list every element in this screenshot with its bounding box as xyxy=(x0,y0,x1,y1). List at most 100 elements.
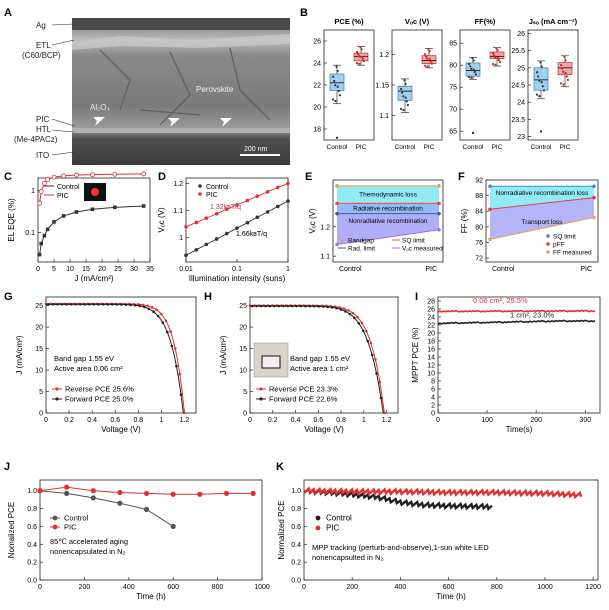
thermal-aging-chart: 0 200 400 600 800 1000 0.0 0.2 0.4 0.6 0.8 1.0 Time … xyxy=(7,479,270,601)
y-tick-label: 1.0 xyxy=(27,488,37,495)
box-data-point xyxy=(542,89,546,92)
data-point xyxy=(170,523,176,530)
y-axis-label: EL EQE (%) xyxy=(7,198,16,242)
mppt-chart: 0 100 200 3000246810121416182022242628Time(… xyxy=(411,296,601,434)
box-data-point xyxy=(467,75,471,78)
y-axis-label: FF (%) xyxy=(460,208,469,233)
data-point xyxy=(286,199,290,203)
legend-label: Reverse PCE 25.6% xyxy=(65,385,134,394)
data-point xyxy=(223,490,230,496)
data-point xyxy=(165,330,169,334)
x-tick-label: 0 xyxy=(302,584,306,591)
data-point xyxy=(335,306,338,310)
note-text: Band gap 1.55 eV xyxy=(54,354,114,363)
box-data-point xyxy=(492,52,495,55)
plot-frame xyxy=(45,296,197,414)
x-tick-label: 100 xyxy=(481,417,493,424)
band-nonradiative-loss xyxy=(490,186,594,210)
x-tick-label: 35 xyxy=(146,266,154,273)
data-point xyxy=(37,252,42,257)
box-data-point xyxy=(360,48,363,51)
series-line xyxy=(336,229,440,245)
data-point xyxy=(51,174,57,180)
box-data-point xyxy=(468,62,471,65)
y-tick-label: 80 xyxy=(475,224,483,231)
plot-frame xyxy=(391,29,443,141)
sem-grain-boundaries xyxy=(99,47,271,126)
box-data-point xyxy=(338,94,341,97)
data-point xyxy=(259,304,263,308)
data-point xyxy=(106,303,110,306)
y-axis-label: Normalized PCE xyxy=(277,500,286,559)
x-tick-label: 800 xyxy=(212,584,224,591)
label-pic: PIC xyxy=(36,115,50,124)
y-tick-label: 1.2 xyxy=(379,52,389,59)
data-point xyxy=(204,216,209,220)
x-tick-label: 0 xyxy=(38,584,42,591)
jv-curve xyxy=(250,305,384,414)
x-tick-label: PIC xyxy=(492,144,503,151)
y-tick-label: 10 xyxy=(35,368,43,375)
data-point xyxy=(295,304,298,308)
legend-label: Reverse PCE 23.3% xyxy=(269,385,338,394)
y-tick-label: 14 xyxy=(427,355,435,362)
data-point xyxy=(169,330,172,333)
data-point xyxy=(141,204,146,208)
data-point xyxy=(79,303,82,306)
note-text: nonencapsulated in N₂ xyxy=(50,547,126,556)
x-tick-label: 5 xyxy=(52,266,56,273)
box-data-point xyxy=(428,50,431,53)
data-point xyxy=(170,344,174,348)
box-data-point xyxy=(563,55,566,59)
data-point xyxy=(45,177,50,182)
data-point xyxy=(146,304,149,308)
box-data-point xyxy=(559,82,563,85)
legend-label: Forward PCE 22.6% xyxy=(269,395,338,404)
x-tick-label: PIC xyxy=(424,144,435,151)
data-point xyxy=(338,306,341,309)
data-point xyxy=(90,495,96,501)
box-data-point xyxy=(469,65,472,68)
x-tick-label: 400 xyxy=(395,584,407,591)
x-tick-label: 0.2 xyxy=(64,417,74,424)
data-point xyxy=(61,214,66,218)
panel-d: D 0.01 0.1 1 1 1.1 1.2 Illumination intensity … xyxy=(157,171,290,283)
panel-a: A 200 nm Perovskite Al₂O₃ Ag xyxy=(4,7,290,165)
x-tick-label: 1.2 xyxy=(180,417,190,424)
panel-letter-g: G xyxy=(4,291,13,303)
y-tick-label: 85 xyxy=(449,41,457,48)
data-point xyxy=(313,304,316,308)
legend-label: Vₒc measured xyxy=(402,246,443,253)
y-tick-label: 0.2 xyxy=(291,560,301,567)
data-point xyxy=(365,329,368,333)
data-point xyxy=(160,312,163,316)
data-point xyxy=(141,303,145,307)
y-tick-label: 20 xyxy=(427,331,435,338)
data-point xyxy=(592,184,596,189)
device-photo-cell xyxy=(261,355,281,369)
x-tick-label: 0.4 xyxy=(291,417,301,424)
panel-letter-a: A xyxy=(4,7,12,19)
box-data-point xyxy=(472,59,475,62)
x-tick-label: 15 xyxy=(82,266,90,273)
band-label: Nonradiative recombination loss xyxy=(496,190,589,197)
data-point xyxy=(161,321,165,324)
data-point xyxy=(335,201,339,206)
x-tick-label: 1200 xyxy=(585,584,601,591)
series-label: 1 cm², 23.0% xyxy=(510,310,555,319)
data-point xyxy=(117,489,123,496)
box-title: Jₛₒ (mA cm⁻²) xyxy=(529,17,578,26)
data-point xyxy=(90,172,95,178)
y-tick-label: 24 xyxy=(313,61,321,68)
data-point xyxy=(173,347,177,350)
x-tick-label: Control xyxy=(463,144,485,151)
legend-label: Control xyxy=(64,514,89,523)
data-point xyxy=(356,315,359,319)
box-data-point xyxy=(362,59,365,63)
data-point xyxy=(366,339,369,343)
box-data-point xyxy=(429,60,432,63)
y-tick-label: 0.6 xyxy=(27,524,37,531)
data-point xyxy=(74,172,79,178)
box-data-point xyxy=(538,95,541,98)
legend-swatch xyxy=(546,234,550,238)
